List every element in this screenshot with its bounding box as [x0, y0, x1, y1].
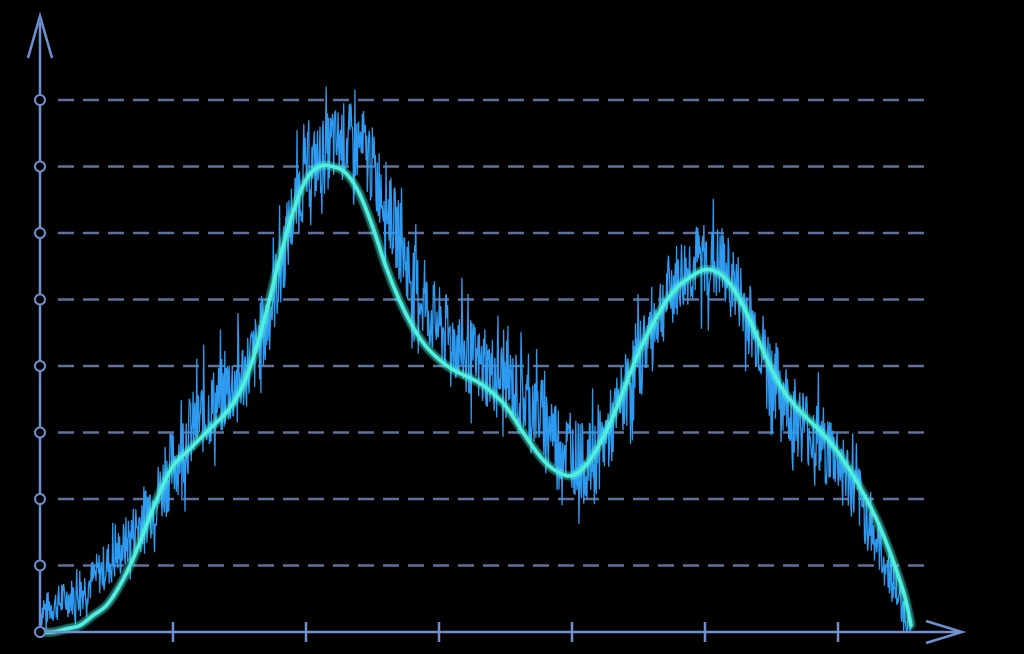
y-tick-2	[34, 493, 46, 505]
y-tick-6	[34, 227, 46, 239]
origin-tick	[34, 626, 46, 638]
y-tick-3	[34, 426, 46, 439]
x-axis-arrow-icon	[925, 619, 967, 645]
grid	[58, 98, 932, 567]
smooth-series	[35, 160, 916, 637]
y-tick-1	[34, 559, 46, 572]
noisy-series	[39, 86, 912, 633]
y-tick-7	[34, 160, 46, 173]
noisy-series-line	[39, 86, 912, 633]
smooth-series-line	[38, 163, 913, 635]
y-tick-8	[34, 94, 46, 106]
ticks	[34, 94, 840, 642]
y-tick-4	[34, 360, 46, 372]
y-tick-5	[34, 293, 46, 306]
y-axis-arrow-icon	[26, 11, 54, 59]
axes	[26, 11, 967, 645]
